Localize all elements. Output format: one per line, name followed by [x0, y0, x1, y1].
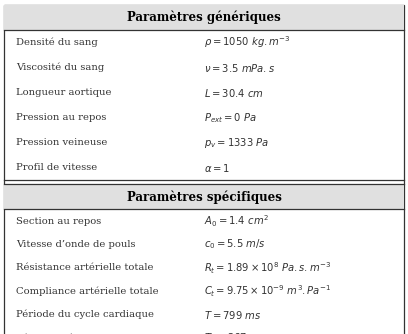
Text: $\alpha = 1$: $\alpha = 1$	[204, 162, 230, 174]
Text: $\nu = 3.5\ mPa.s$: $\nu = 3.5\ mPa.s$	[204, 62, 275, 73]
Text: Vitesse d’onde de pouls: Vitesse d’onde de pouls	[16, 240, 136, 249]
Bar	[4, 5, 404, 30]
Text: Paramètres génériques: Paramètres génériques	[127, 11, 281, 24]
Bar	[4, 184, 404, 209]
Text: $T = 799\ ms$: $T = 799\ ms$	[204, 309, 262, 321]
Text: $L = 30.4\ cm$: $L = 30.4\ cm$	[204, 87, 264, 99]
Text: $C_t = 9.75 \times 10^{-9}\ m^3.Pa^{-1}$: $C_t = 9.75 \times 10^{-9}\ m^3.Pa^{-1}$	[204, 284, 331, 299]
Text: Longueur aortique: Longueur aortique	[16, 88, 112, 97]
Text: Pression au repos: Pression au repos	[16, 113, 107, 122]
Text: Compliance artérielle totale: Compliance artérielle totale	[16, 287, 159, 296]
Text: Viscosité du sang: Viscosité du sang	[16, 63, 104, 72]
Text: Résistance artérielle totale: Résistance artérielle totale	[16, 264, 154, 272]
Text: $\rho = 1050\ kg.m^{-3}$: $\rho = 1050\ kg.m^{-3}$	[204, 35, 290, 50]
Text: Pression veineuse: Pression veineuse	[16, 138, 108, 147]
Text: $R_t = 1.89 \times 10^8\ Pa.s.m^{-3}$: $R_t = 1.89 \times 10^8\ Pa.s.m^{-3}$	[204, 260, 331, 276]
Text: $T_S = 267\ ms$: $T_S = 267\ ms$	[204, 331, 266, 334]
Text: $c_0 = 5.5\ m/s$: $c_0 = 5.5\ m/s$	[204, 237, 266, 252]
Text: Période du cycle cardiaque: Période du cycle cardiaque	[16, 310, 154, 319]
Text: Période d’éjection: Période d’éjection	[16, 333, 108, 334]
Text: $P_{ext} = 0\ Pa$: $P_{ext} = 0\ Pa$	[204, 111, 257, 125]
Text: Profil de vitesse: Profil de vitesse	[16, 163, 98, 172]
Text: $p_v = 1333\ Pa$: $p_v = 1333\ Pa$	[204, 136, 269, 150]
Text: $A_0 = 1.4\ cm^2$: $A_0 = 1.4\ cm^2$	[204, 213, 269, 229]
Text: Paramètres spécifiques: Paramètres spécifiques	[126, 190, 282, 204]
Text: Section au repos: Section au repos	[16, 217, 102, 225]
Text: Densité du sang: Densité du sang	[16, 38, 98, 47]
